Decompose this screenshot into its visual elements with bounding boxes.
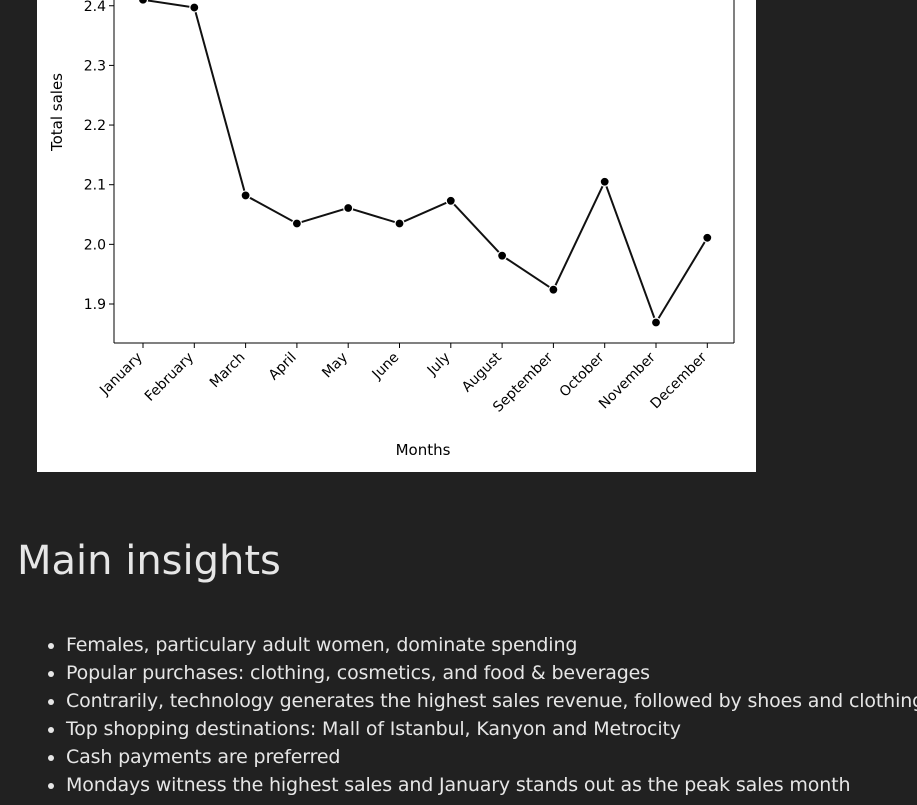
data-point (189, 2, 200, 13)
data-point (599, 176, 610, 187)
insight-item: Mondays witness the highest sales and Ja… (66, 771, 917, 799)
y-axis-title: Total sales (48, 73, 66, 152)
y-tick-label: 2.3 (84, 58, 106, 74)
insight-item: Females, particulary adult women, domina… (66, 631, 917, 659)
y-tick-label: 2.1 (84, 178, 106, 194)
x-tick-label: July (424, 350, 454, 380)
data-point (650, 317, 662, 328)
y-tick-label: 2.4 (84, 0, 106, 15)
x-tick-label: April (266, 350, 300, 384)
data-point (137, 0, 149, 5)
data-point (702, 232, 713, 243)
data-point (497, 250, 508, 261)
insight-item: Cash payments are preferred (66, 743, 917, 771)
y-tick-label: 1.9 (84, 297, 106, 313)
x-tick-label: March (207, 350, 248, 391)
x-tick-label: August (459, 349, 505, 395)
x-tick-label: October (557, 349, 608, 400)
data-point (343, 202, 354, 214)
series-line (142, 0, 709, 325)
data-point (548, 284, 559, 295)
x-tick-label: June (369, 350, 403, 384)
data-point (291, 218, 302, 229)
data-point (240, 190, 251, 201)
x-tick-label: December (647, 349, 710, 412)
data-point (445, 195, 456, 206)
x-tick-label: February (142, 350, 197, 405)
insight-item: Contrarily, technology generates the hig… (66, 687, 917, 715)
x-axis-title: Months (396, 441, 451, 459)
x-tick-label: May (319, 350, 351, 382)
insight-item: Popular purchases: clothing, cosmetics, … (66, 659, 917, 687)
y-tick-label: 2.0 (84, 237, 106, 253)
insight-item: Top shopping destinations: Mall of Istan… (66, 715, 917, 743)
insights-heading: Main insights (17, 538, 281, 584)
insights-list: Females, particulary adult women, domina… (17, 631, 917, 799)
data-point (394, 218, 405, 229)
y-tick-label: 2.2 (84, 118, 106, 134)
x-tick-label: January (96, 350, 146, 400)
chart-panel: 1.9 2.0 2.1 2.2 2.3 2.4 January February March Ap… (37, 0, 756, 472)
